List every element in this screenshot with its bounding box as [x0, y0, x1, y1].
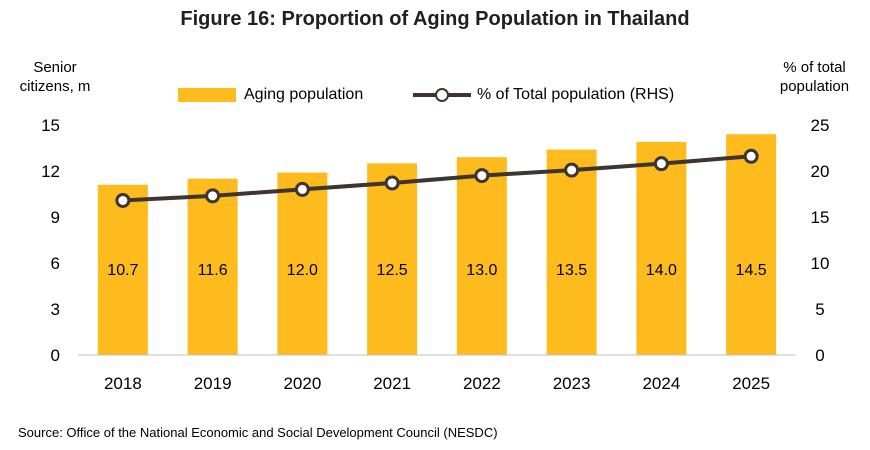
right-tick-label: 5 — [815, 300, 824, 319]
bar — [97, 184, 148, 355]
legend-line-marker — [435, 88, 449, 102]
legend-label-bars: Aging population — [244, 86, 364, 103]
line-point — [294, 181, 310, 197]
line-path — [122, 154, 752, 203]
legend-label-line: % of Total population (RHS) — [477, 86, 675, 103]
bar-data-label: 14.5 — [736, 262, 767, 279]
left-axis-ticks: 0 3 6 9 12 15 — [41, 116, 60, 365]
bar — [277, 172, 328, 355]
right-axis-title: % of total population — [767, 58, 862, 96]
bar-data-label: 12.0 — [287, 262, 318, 279]
x-tick-label: 2019 — [194, 374, 232, 393]
bar-data-labels: 10.7 11.6 12.0 12.5 13.0 13.5 14.0 14.5 — [107, 262, 766, 279]
bar-data-label: 14.0 — [646, 262, 677, 279]
bar-series — [97, 134, 777, 355]
x-tick-label: 2020 — [283, 374, 321, 393]
bar-data-label: 13.0 — [466, 262, 497, 279]
line-point — [205, 188, 221, 204]
left-tick-label: 9 — [51, 208, 60, 227]
line-point — [564, 162, 580, 178]
right-axis-ticks: 0 5 10 15 20 25 — [811, 116, 830, 365]
x-tick-label: 2023 — [553, 374, 591, 393]
line-point — [653, 156, 669, 172]
right-axis-title-line-2: population — [779, 78, 850, 95]
bar — [546, 149, 597, 355]
legend-item-line: % of Total population (RHS) — [413, 86, 674, 104]
left-tick-label: 15 — [41, 116, 60, 135]
line-point — [115, 192, 131, 208]
bar-data-label: 13.5 — [556, 262, 587, 279]
x-tick-label: 2021 — [373, 374, 411, 393]
bar-data-label: 11.6 — [198, 262, 228, 279]
right-tick-label: 25 — [811, 116, 830, 135]
legend-line-swatch — [413, 88, 471, 102]
right-tick-label: 20 — [811, 162, 830, 181]
bar — [636, 141, 687, 355]
line-point — [384, 175, 400, 191]
bar — [456, 157, 507, 355]
right-axis-title-line-1: % of total — [783, 59, 846, 76]
right-tick-label: 15 — [811, 208, 830, 227]
chart-title: Figure 16: Proportion of Aging Populatio… — [180, 8, 690, 30]
right-tick-label: 0 — [815, 346, 824, 365]
left-tick-label: 6 — [51, 254, 60, 273]
legend-item-bars: Aging population — [178, 86, 363, 104]
x-tick-label: 2024 — [642, 374, 680, 393]
right-tick-label: 10 — [811, 254, 830, 273]
x-axis-labels: 2018 2019 2020 2021 2022 2023 2024 2025 — [104, 374, 770, 393]
line-point — [474, 168, 490, 184]
left-tick-label: 3 — [51, 300, 60, 319]
bar — [367, 163, 418, 355]
line-point — [743, 148, 759, 164]
left-axis-title-line-1: Senior — [33, 59, 77, 76]
left-axis-title-line-2: citizens, m — [19, 78, 91, 95]
x-tick-label: 2025 — [732, 374, 770, 393]
legend-bar-swatch — [178, 88, 236, 102]
bar-data-label: 10.7 — [107, 262, 138, 279]
bar — [187, 178, 238, 355]
source-note: Source: Office of the National Economic … — [18, 425, 498, 440]
left-tick-label: 0 — [51, 346, 60, 365]
bar-data-label: 12.5 — [377, 262, 408, 279]
bar — [726, 134, 777, 355]
x-tick-label: 2022 — [463, 374, 501, 393]
chart-legend: Aging population % of Total population (… — [0, 86, 870, 108]
x-tick-label: 2018 — [104, 374, 142, 393]
line-series — [115, 148, 759, 208]
left-axis-title: Senior citizens, m — [10, 58, 100, 96]
left-tick-label: 12 — [41, 162, 60, 181]
